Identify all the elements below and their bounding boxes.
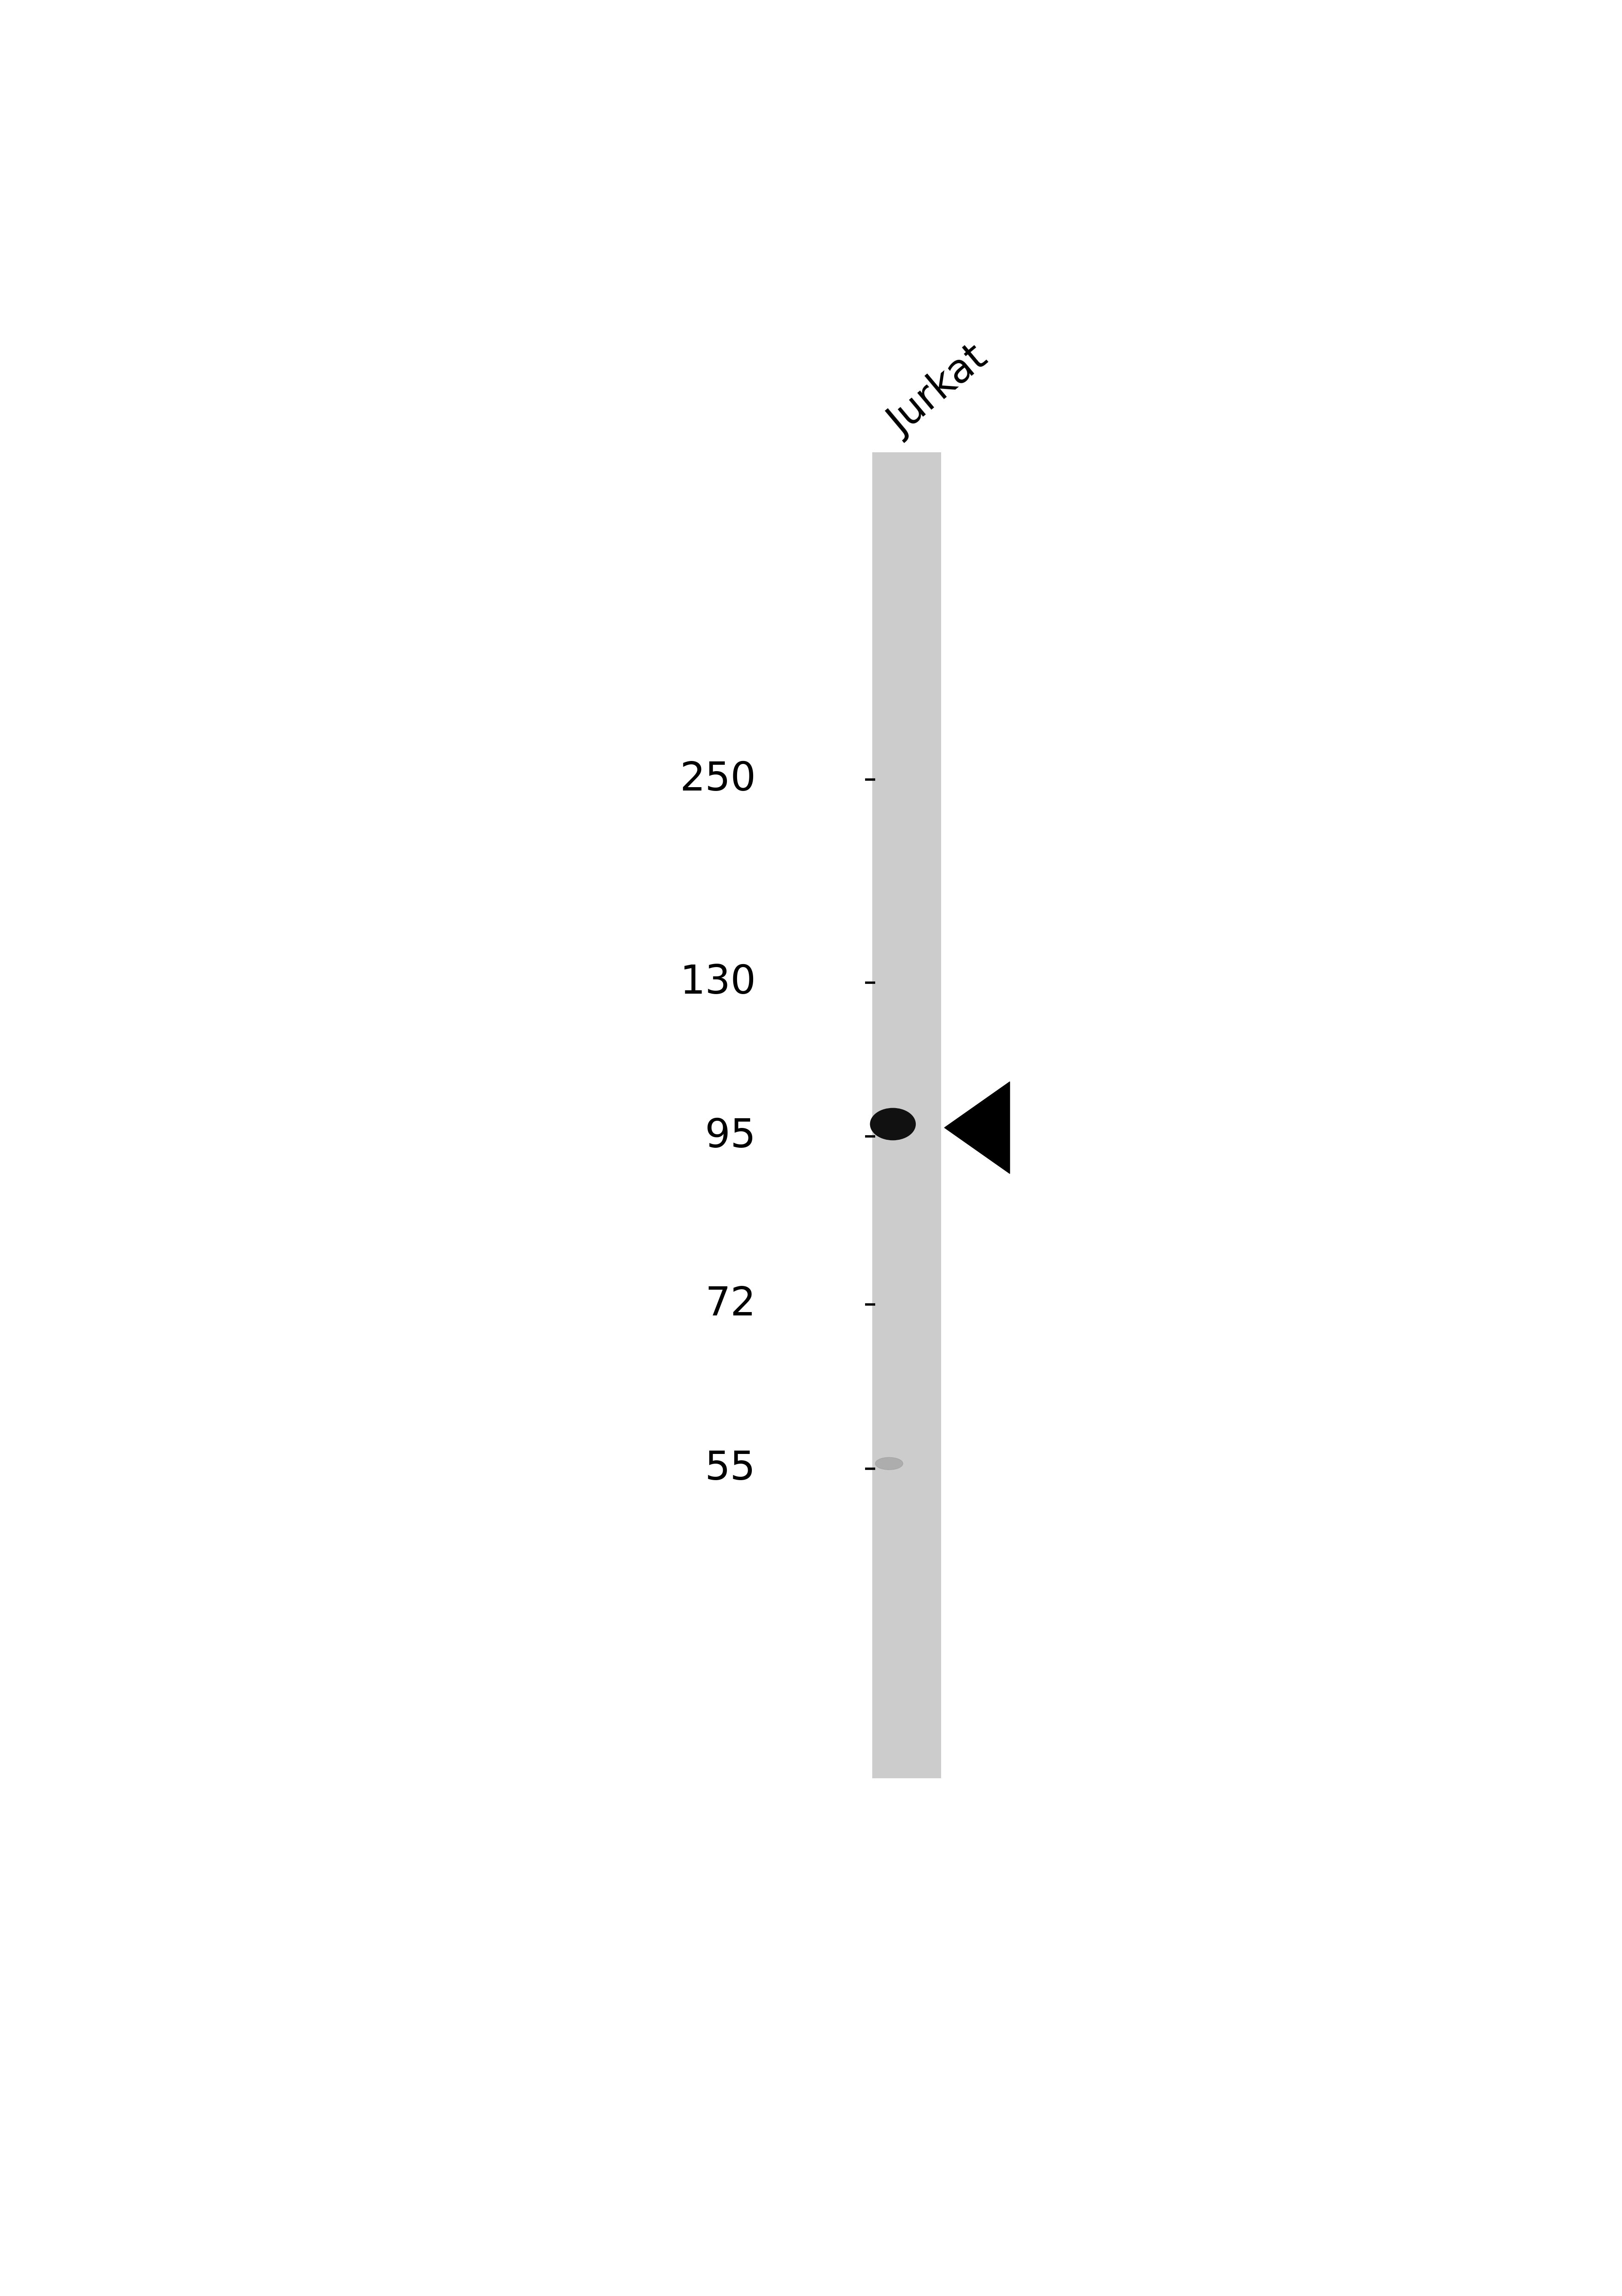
Text: 130: 130: [680, 964, 756, 1001]
Ellipse shape: [876, 1458, 903, 1469]
Ellipse shape: [871, 1109, 915, 1141]
Text: Jurkat: Jurkat: [882, 340, 996, 443]
Bar: [873, 452, 941, 1777]
Text: 72: 72: [706, 1286, 756, 1325]
Text: 55: 55: [706, 1449, 756, 1488]
Text: 95: 95: [706, 1118, 756, 1155]
Text: 250: 250: [680, 760, 756, 799]
Polygon shape: [944, 1081, 1011, 1173]
